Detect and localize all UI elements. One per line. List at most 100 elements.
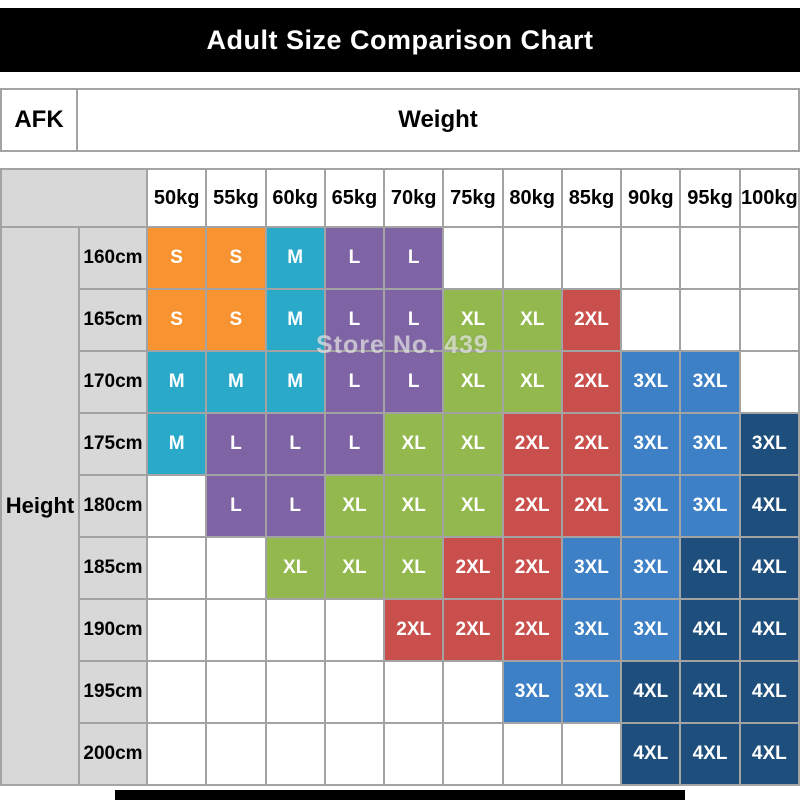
empty-cell <box>560 226 623 290</box>
size-cell: XL <box>383 412 445 476</box>
empty-cell <box>501 226 563 290</box>
empty-cell <box>620 288 682 352</box>
empty-cell <box>264 722 326 786</box>
weight-column-header: 70kg <box>383 168 445 228</box>
empty-cell <box>205 598 267 662</box>
size-cell: 4XL <box>738 598 800 662</box>
size-cell: 3XL <box>679 350 741 414</box>
size-cell: 2XL <box>383 598 445 662</box>
size-cell: XL <box>323 536 386 600</box>
size-cell: M <box>264 350 326 414</box>
height-row-header: 160cm <box>78 226 148 290</box>
height-row-header: 195cm <box>78 660 148 724</box>
size-cell: L <box>264 474 326 538</box>
empty-cell <box>323 660 386 724</box>
weight-column-header: 75kg <box>442 168 504 228</box>
size-cell: S <box>205 288 267 352</box>
weight-column-header: 55kg <box>205 168 267 228</box>
size-cell: 4XL <box>620 722 682 786</box>
empty-cell <box>383 660 445 724</box>
size-cell: XL <box>442 288 504 352</box>
size-cell: 2XL <box>501 412 563 476</box>
size-cell: 3XL <box>620 598 682 662</box>
table-row: 180cm L L XL XL XL 2XL 2XL 3XL 3XL 4XL <box>1 474 800 538</box>
height-row-header: 185cm <box>78 536 148 600</box>
empty-cell <box>145 722 208 786</box>
size-cell: L <box>323 350 386 414</box>
size-cell: 3XL <box>620 536 682 600</box>
size-cell: L <box>383 288 445 352</box>
size-cell: L <box>383 226 445 290</box>
size-cell: 2XL <box>501 474 563 538</box>
empty-cell <box>145 474 208 538</box>
empty-cell <box>264 660 326 724</box>
table-row: 170cm M M M L L XL XL 2XL 3XL 3XL <box>1 350 800 414</box>
weight-column-header: 100kg <box>738 168 800 228</box>
size-cell: M <box>145 412 208 476</box>
size-cell: L <box>323 288 386 352</box>
empty-cell <box>620 226 682 290</box>
size-cell: L <box>323 412 386 476</box>
height-row-header: 190cm <box>78 598 148 662</box>
size-cell: XL <box>442 350 504 414</box>
size-cell: L <box>205 474 267 538</box>
size-cell: 4XL <box>738 722 800 786</box>
height-row-header: 170cm <box>78 350 148 414</box>
empty-cell <box>442 660 504 724</box>
size-cell: M <box>264 288 326 352</box>
table-row: 190cm 2XL 2XL 2XL 3XL 3XL 4XL 4XL <box>1 598 800 662</box>
size-cell: L <box>264 412 326 476</box>
height-axis-label: Height <box>0 226 80 786</box>
weight-axis-header: Weight <box>78 88 800 152</box>
size-cell: 2XL <box>560 412 623 476</box>
empty-cell <box>738 226 800 290</box>
weight-column-header: 50kg <box>145 168 208 228</box>
weight-header-row: 50kg 55kg 60kg 65kg 70kg 75kg 80kg 85kg 90kg 95kg… <box>0 168 800 228</box>
table-row: 185cm XL XL XL 2XL 2XL 3XL 3XL 4XL 4XL <box>1 536 800 600</box>
size-cell: 3XL <box>620 412 682 476</box>
table-row: Height 160cm S S M L L <box>0 226 800 786</box>
size-cell: 4XL <box>738 536 800 600</box>
empty-cell <box>264 598 326 662</box>
size-cell: 3XL <box>679 412 741 476</box>
table-row: 200cm 4XL 4XL 4XL <box>1 722 800 786</box>
weight-column-header: 65kg <box>323 168 386 228</box>
size-cell: 4XL <box>679 598 741 662</box>
size-cell: XL <box>264 536 326 600</box>
empty-cell <box>205 660 267 724</box>
size-cell: L <box>383 350 445 414</box>
size-cell: 2XL <box>560 474 623 538</box>
empty-cell <box>560 722 623 786</box>
empty-cell <box>323 598 386 662</box>
size-cell: M <box>205 350 267 414</box>
size-table: 50kg 55kg 60kg 65kg 70kg 75kg 80kg 85kg 90kg 95kg… <box>0 168 800 786</box>
height-row-header: 180cm <box>78 474 148 538</box>
table-corner <box>0 168 148 228</box>
size-cell: M <box>264 226 326 290</box>
size-cell: 2XL <box>501 536 563 600</box>
size-cell: 3XL <box>560 598 623 662</box>
empty-cell <box>442 722 504 786</box>
size-cell: 3XL <box>738 412 800 476</box>
size-cell: 2XL <box>501 598 563 662</box>
size-cell: L <box>323 226 386 290</box>
chart-title: Adult Size Comparison Chart <box>206 24 594 55</box>
empty-cell <box>501 722 563 786</box>
weight-column-header: 90kg <box>620 168 682 228</box>
axis-header-row: AFK Weight <box>0 88 800 152</box>
size-cell: S <box>145 226 208 290</box>
size-cell: L <box>205 412 267 476</box>
size-cell: 3XL <box>620 350 682 414</box>
height-row-header: 175cm <box>78 412 148 476</box>
size-cell: 2XL <box>442 536 504 600</box>
size-cell: XL <box>442 412 504 476</box>
size-cell: 3XL <box>560 536 623 600</box>
size-cell: XL <box>501 288 563 352</box>
size-cell: 3XL <box>620 474 682 538</box>
size-cell: 3XL <box>679 474 741 538</box>
size-cell: S <box>205 226 267 290</box>
table-row: 175cm M L L L XL XL 2XL 2XL 3XL 3XL 3XL <box>1 412 800 476</box>
size-cell: M <box>145 350 208 414</box>
size-cell: 3XL <box>560 660 623 724</box>
empty-cell <box>145 660 208 724</box>
